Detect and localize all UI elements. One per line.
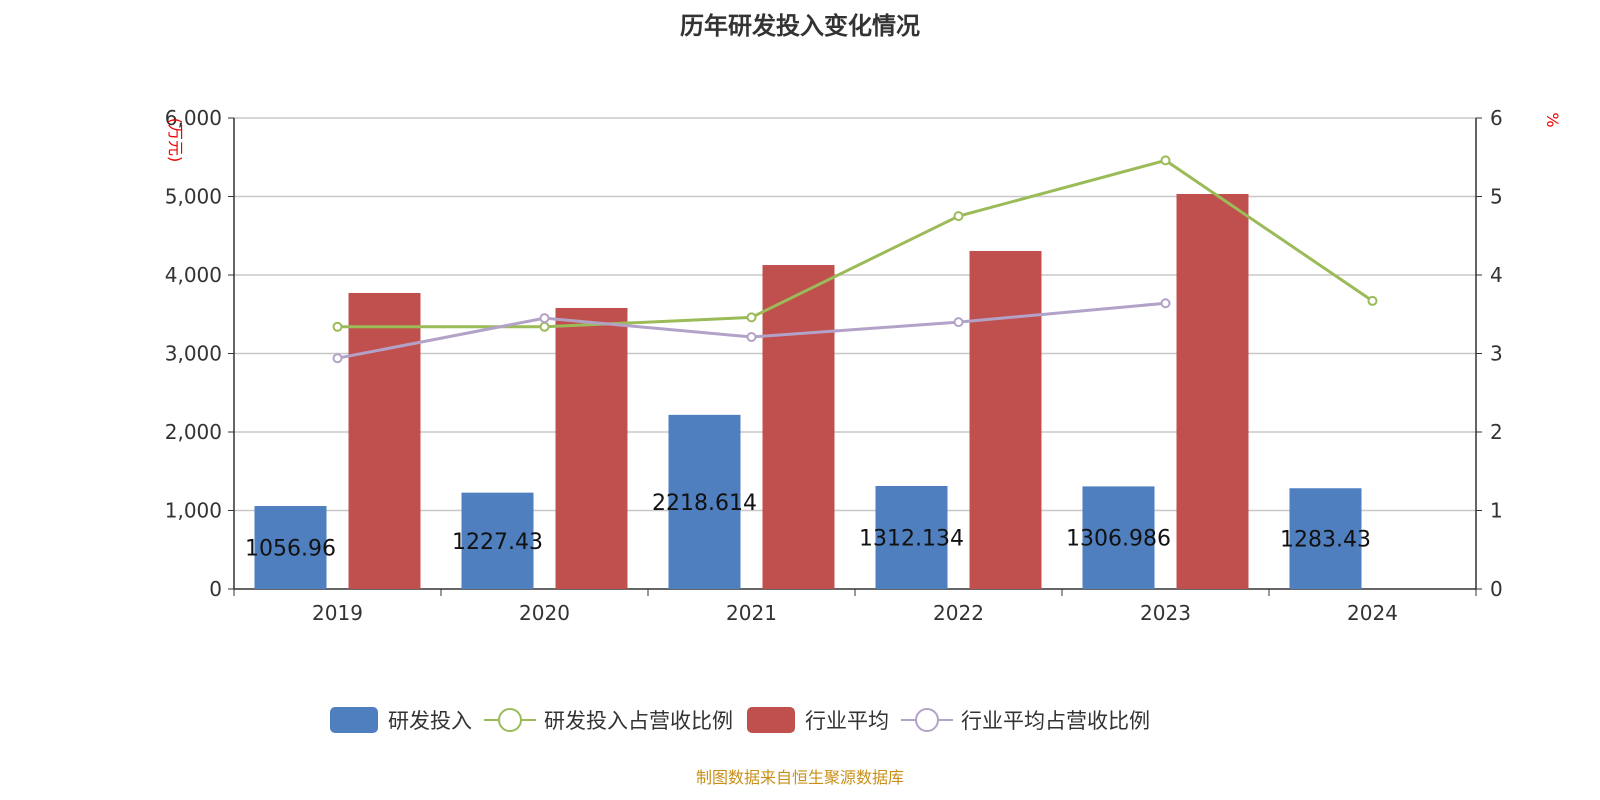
bar-industry (969, 250, 1042, 589)
line-point (332, 321, 343, 332)
line-point (1160, 298, 1171, 309)
line-point (332, 353, 343, 364)
bar-rd (1082, 486, 1155, 589)
chart-title: 历年研发投入变化情况 (680, 12, 920, 40)
line-point (1367, 295, 1378, 306)
y-left-tick-label: 5,000 (165, 185, 222, 209)
x-tick-label: 2019 (312, 601, 363, 625)
legend-label: 研发投入 (388, 709, 472, 733)
y-left-tick-label: 0 (209, 577, 222, 601)
y-right-tick-label: 0 (1490, 577, 1503, 601)
y-right-tick-label: 4 (1490, 263, 1503, 287)
y-left-tick-label: 4,000 (165, 263, 222, 287)
x-tick-label: 2020 (519, 601, 570, 625)
bar-data-label: 1283.43 (1280, 528, 1371, 553)
bar-data-label: 1227.43 (452, 530, 543, 555)
bar-data-label: 2218.614 (652, 491, 757, 516)
y-right-tick-label: 1 (1490, 499, 1503, 523)
legend-label: 行业平均 (805, 709, 889, 733)
y-left-tick-label: 3,000 (165, 342, 222, 366)
y-right-axis-label: % (1543, 112, 1562, 127)
legend-label: 研发投入占营收比例 (544, 709, 733, 733)
line-point (539, 321, 550, 332)
bar-industry (1176, 193, 1249, 589)
bar-rd (668, 414, 741, 589)
y-left-axis-label: (万元) (166, 118, 185, 163)
x-tick-label: 2022 (933, 601, 984, 625)
y-right-tick-label: 2 (1490, 420, 1503, 444)
y-right-tick-label: 5 (1490, 185, 1503, 209)
line-point (746, 332, 757, 343)
line-point (539, 313, 550, 324)
bar-rd (875, 485, 948, 589)
line-point (953, 317, 964, 328)
y-left-tick-label: 1,000 (165, 499, 222, 523)
bar-data-label: 1056.96 (245, 537, 336, 562)
line-point (746, 312, 757, 323)
bar-rd (1289, 488, 1362, 589)
x-tick-label: 2024 (1347, 601, 1398, 625)
line-series (337, 158, 1374, 329)
bar-industry (762, 265, 835, 589)
legend-marker (498, 708, 522, 732)
x-tick-label: 2023 (1140, 601, 1191, 625)
bar-industry (555, 307, 628, 589)
bar-rd (254, 506, 327, 589)
bar-data-label: 1306.986 (1066, 527, 1171, 552)
legend-swatch (330, 707, 378, 733)
legend-swatch (747, 707, 795, 733)
source-note: 制图数据来自恒生聚源数据库 (695, 768, 904, 787)
line-point (953, 211, 964, 222)
bar-industry (348, 292, 421, 589)
y-left-tick-label: 6,000 (165, 106, 222, 130)
y-right-tick-label: 3 (1490, 342, 1503, 366)
y-right-tick-label: 6 (1490, 106, 1503, 130)
y-left-tick-label: 2,000 (165, 420, 222, 444)
x-tick-label: 2021 (726, 601, 777, 625)
bar-rd (461, 492, 534, 589)
legend-label: 行业平均占营收比例 (961, 709, 1150, 733)
legend-marker (915, 708, 939, 732)
line-point (1160, 155, 1171, 166)
bar-data-label: 1312.134 (859, 526, 964, 551)
